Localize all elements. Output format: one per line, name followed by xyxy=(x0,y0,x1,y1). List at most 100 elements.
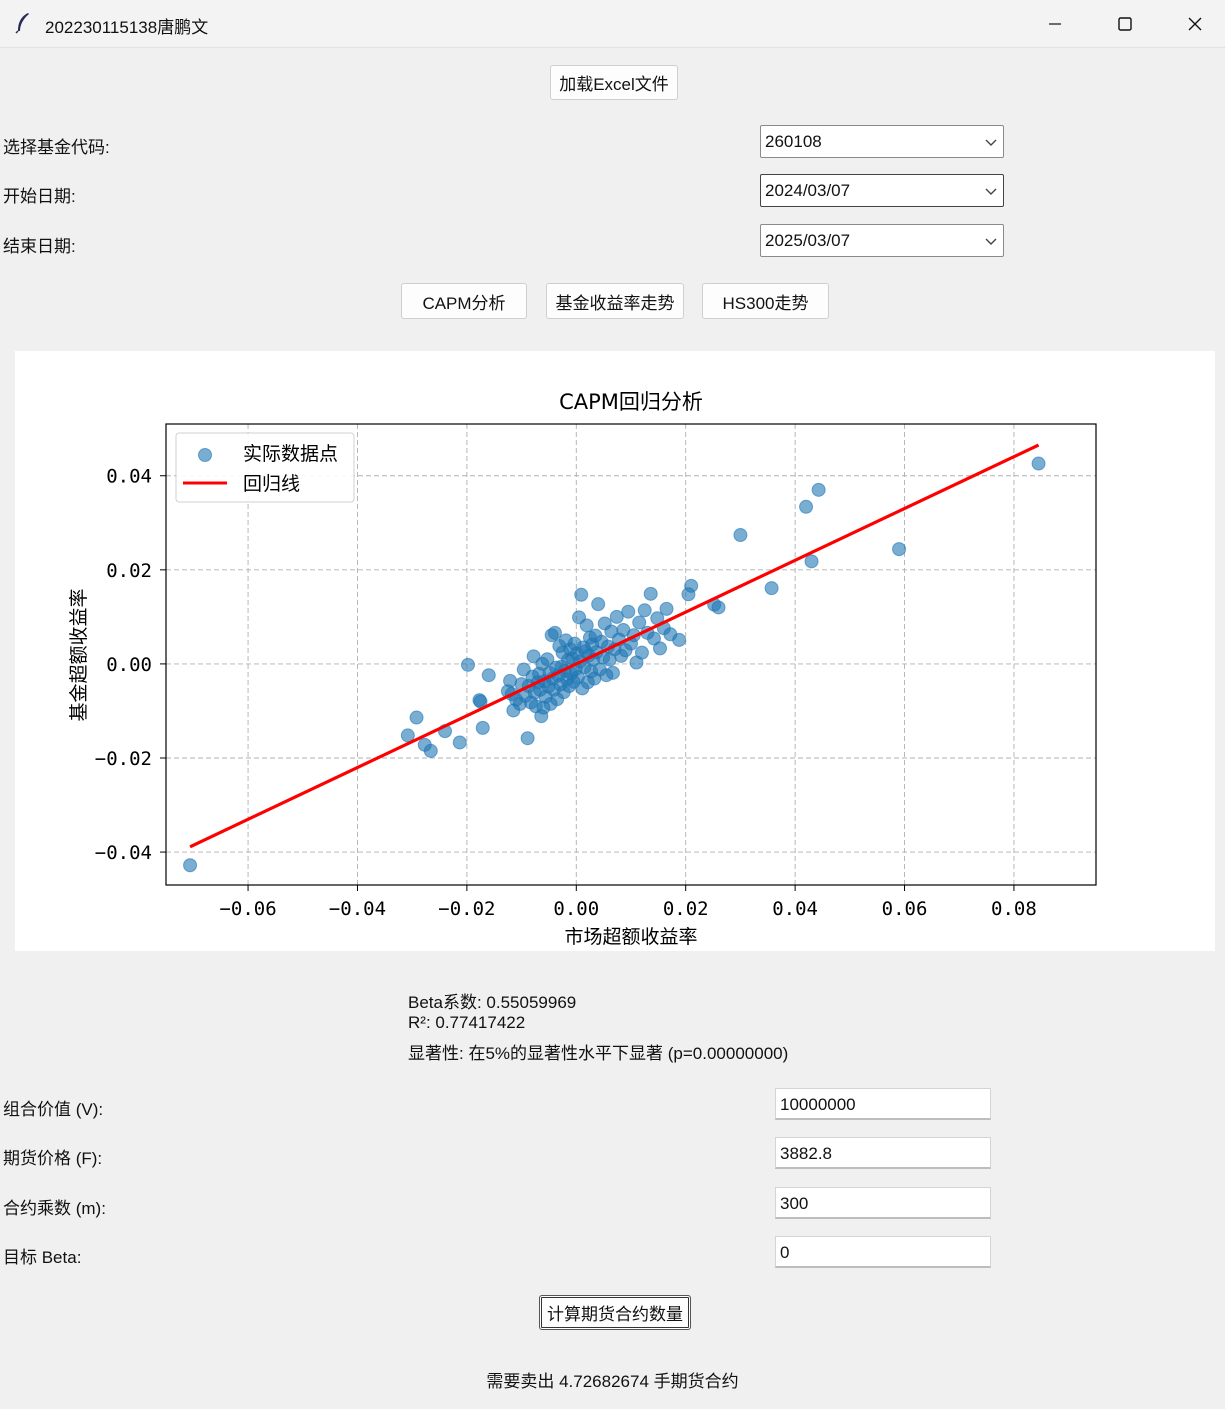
portfolio-value-field[interactable]: 10000000 xyxy=(775,1088,991,1120)
hs300-trend-button[interactable]: HS300走势 xyxy=(702,283,829,319)
data-point xyxy=(183,858,198,873)
data-point xyxy=(460,657,475,672)
app-feather-icon xyxy=(15,13,29,34)
significance-stat: 显著性: 在5%的显著性水平下显著 (p=0.00000000) xyxy=(408,1044,789,1063)
regression-line xyxy=(189,443,1040,849)
futures-price-label: 期货价格 (F): xyxy=(3,1149,103,1168)
multiplier-label: 合约乘数 (m): xyxy=(3,1199,106,1218)
data-point xyxy=(1031,456,1046,471)
data-point xyxy=(652,641,667,656)
data-point xyxy=(659,601,674,616)
capm-analysis-button[interactable]: CAPM分析 xyxy=(401,283,527,319)
data-point xyxy=(423,743,438,758)
futures-price-field[interactable]: 3882.8 xyxy=(775,1137,991,1169)
fund-code-label: 选择基金代码: xyxy=(3,138,110,157)
chart-title: CAPM回归分析 xyxy=(559,390,703,414)
end-date-label: 结束日期: xyxy=(3,237,76,256)
data-point xyxy=(579,618,594,633)
data-point xyxy=(540,652,555,667)
x-tick-label: −0.06 xyxy=(219,898,276,920)
data-point xyxy=(634,645,649,660)
data-point xyxy=(400,728,415,743)
data-point xyxy=(711,600,726,615)
beta-stat: Beta系数: 0.55059969 xyxy=(408,993,577,1012)
y-tick-label: 0.02 xyxy=(106,560,152,582)
start-date-select[interactable]: 2024/03/07 xyxy=(760,174,1004,207)
hedge-result-text: 需要卖出 4.72682674 手期货合约 xyxy=(486,1372,739,1391)
x-tick-label: 0.02 xyxy=(663,898,709,920)
legend-scatter-marker xyxy=(198,448,212,462)
maximize-button[interactable] xyxy=(1090,0,1160,47)
data-point xyxy=(621,604,636,619)
legend-scatter-label: 实际数据点 xyxy=(243,443,338,465)
end-date-select[interactable]: 2025/03/07 xyxy=(760,224,1004,257)
y-tick-label: −0.04 xyxy=(95,842,152,864)
y-tick-label: 0.00 xyxy=(106,654,152,676)
data-point xyxy=(764,581,779,596)
x-tick-label: −0.04 xyxy=(329,898,386,920)
fund-code-select[interactable]: 260108 xyxy=(760,125,1004,158)
x-tick-label: 0.06 xyxy=(882,898,928,920)
data-point xyxy=(609,609,624,624)
end-date-value: 2025/03/07 xyxy=(765,231,851,250)
calculate-contracts-button[interactable]: 计算期货合约数量 xyxy=(539,1295,691,1330)
minimize-button[interactable] xyxy=(1020,0,1090,47)
close-icon xyxy=(1188,17,1202,30)
data-point xyxy=(811,482,826,497)
target-beta-text: 0 xyxy=(780,1243,790,1262)
r2-stat: R²: 0.77417422 xyxy=(408,1013,526,1032)
data-point xyxy=(605,665,620,680)
chevron-down-icon xyxy=(985,188,997,195)
data-point xyxy=(799,499,814,514)
data-point xyxy=(632,615,647,630)
data-point xyxy=(643,586,658,601)
chevron-down-icon xyxy=(985,238,997,245)
chart-legend: 实际数据点 回归线 xyxy=(175,432,355,503)
data-point xyxy=(409,710,424,725)
legend-line-label: 回归线 xyxy=(243,473,300,495)
load-excel-button[interactable]: 加载Excel文件 xyxy=(550,65,678,100)
data-point xyxy=(452,735,467,750)
data-point xyxy=(637,603,652,618)
window-title: 202230115138唐鹏文 xyxy=(45,18,209,37)
close-button[interactable] xyxy=(1160,0,1225,47)
target-beta-field[interactable]: 0 xyxy=(775,1236,991,1268)
data-point xyxy=(672,632,687,647)
multiplier-text: 300 xyxy=(780,1194,809,1213)
maximize-icon xyxy=(1118,16,1132,31)
x-tick-label: 0.08 xyxy=(991,898,1037,920)
data-point xyxy=(503,673,518,688)
x-axis-label: 市场超额收益率 xyxy=(564,926,697,948)
portfolio-value-label: 组合价值 (V): xyxy=(3,1100,104,1119)
x-tick-label: −0.02 xyxy=(438,898,495,920)
x-tick-label: 0.00 xyxy=(553,898,599,920)
y-axis-label: 基金超额收益率 xyxy=(68,588,90,721)
portfolio-value-text: 10000000 xyxy=(780,1095,856,1114)
capm-chart: CAPM回归分析 −0.06 −0.04 −0.02 0.00 0.02 0.04 0.06… xyxy=(15,351,1215,951)
target-beta-label: 目标 Beta: xyxy=(3,1248,82,1267)
data-point xyxy=(520,731,535,746)
start-date-value: 2024/03/07 xyxy=(765,181,851,200)
x-tick-label: 0.04 xyxy=(772,898,818,920)
data-point xyxy=(547,625,562,640)
data-point xyxy=(733,528,748,543)
data-point xyxy=(591,597,606,612)
fund-return-trend-button[interactable]: 基金收益率走势 xyxy=(546,283,684,319)
chevron-down-icon xyxy=(985,139,997,146)
futures-price-text: 3882.8 xyxy=(780,1144,832,1163)
data-point xyxy=(892,542,907,557)
multiplier-field[interactable]: 300 xyxy=(775,1187,991,1219)
data-point xyxy=(684,578,699,593)
y-tick-label: −0.02 xyxy=(95,748,152,770)
data-point xyxy=(481,668,496,683)
fund-code-value: 260108 xyxy=(765,132,822,151)
start-date-label: 开始日期: xyxy=(3,187,76,206)
title-bar: 202230115138唐鹏文 xyxy=(0,0,1225,48)
data-point xyxy=(574,587,589,602)
plot-frame xyxy=(165,423,1097,886)
minimize-icon xyxy=(1049,22,1061,25)
data-point xyxy=(804,554,819,569)
y-tick-label: 0.04 xyxy=(106,466,152,488)
capm-scatter-plot: CAPM回归分析 −0.06 −0.04 −0.02 0.00 0.02 0.04 0.06… xyxy=(68,390,1097,948)
data-point xyxy=(475,720,490,735)
